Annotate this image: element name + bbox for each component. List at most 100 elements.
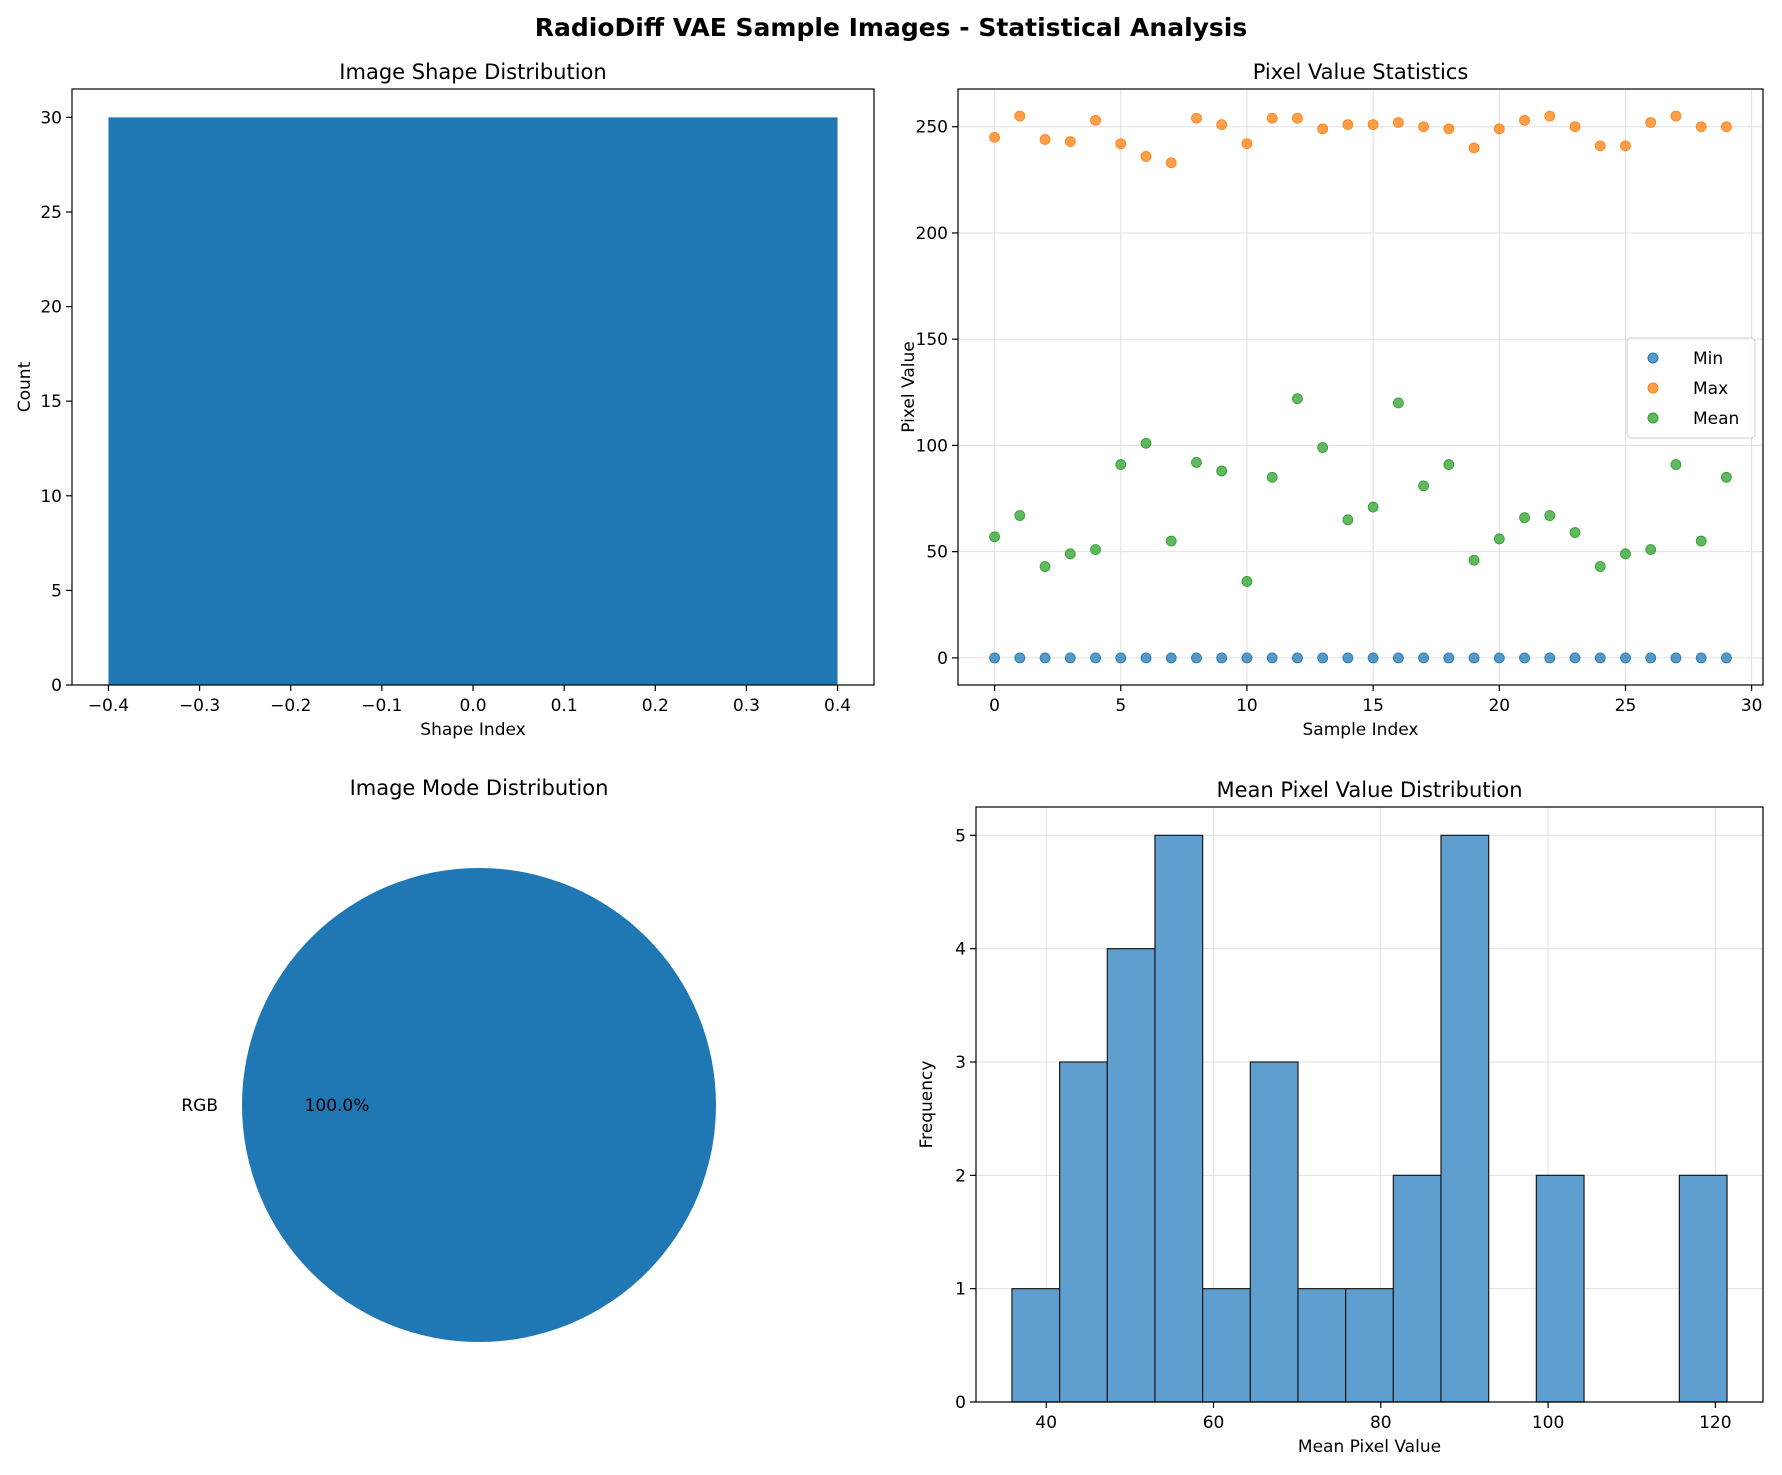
y-tick-label: 0	[937, 649, 948, 669]
x-tick-label: 0.0	[459, 696, 486, 716]
point-max	[1721, 121, 1732, 133]
point-max	[989, 131, 1000, 143]
x-tick-label: 0.1	[551, 696, 578, 716]
x-tick-label: 25	[1615, 696, 1637, 716]
point-mean	[1594, 561, 1606, 572]
hist-bar	[1059, 1061, 1108, 1403]
point-min	[1418, 652, 1429, 664]
point-min	[1670, 652, 1682, 664]
y-tick-label: 5	[955, 826, 966, 846]
hist-bar	[1345, 1288, 1394, 1403]
point-max	[1064, 136, 1076, 147]
pie-label: RGB	[181, 1096, 218, 1116]
x-tick-label: −0.4	[88, 696, 129, 716]
point-min	[1115, 652, 1127, 664]
point-min	[1090, 652, 1101, 664]
point-max	[1519, 114, 1530, 126]
x-axis-label: Sample Index	[1303, 720, 1419, 740]
point-mean	[1721, 471, 1732, 483]
point-max	[1039, 134, 1051, 145]
hist-bar	[1106, 948, 1156, 1403]
point-min	[989, 652, 1000, 664]
legend-marker	[1647, 382, 1659, 394]
point-mean	[1670, 459, 1682, 470]
x-tick-label: 0.3	[733, 696, 760, 716]
point-min	[1493, 652, 1505, 664]
x-tick-label: 0	[989, 696, 1000, 716]
point-mean	[1544, 510, 1556, 521]
y-tick-label: 100	[916, 436, 948, 456]
point-mean	[1392, 397, 1404, 409]
point-max	[1367, 119, 1379, 130]
legend-marker	[1647, 412, 1659, 424]
point-mean	[1140, 437, 1152, 449]
chart-title: Pixel Value Statistics	[1253, 60, 1469, 84]
point-min	[1292, 652, 1303, 664]
y-tick-label: 25	[40, 203, 62, 223]
point-max	[1191, 112, 1202, 124]
point-min	[1367, 652, 1379, 664]
point-min	[1695, 652, 1707, 664]
point-mean	[1367, 501, 1379, 513]
pie-slice	[242, 868, 716, 1342]
y-tick-label: 20	[40, 298, 62, 318]
point-max	[1392, 117, 1404, 128]
point-mean	[1115, 459, 1127, 470]
point-mean	[1317, 442, 1329, 453]
x-tick-label: 0.4	[824, 696, 851, 716]
point-max	[1418, 121, 1429, 133]
point-min	[1620, 652, 1631, 664]
chart-title: Image Shape Distribution	[339, 60, 606, 84]
x-tick-label: −0.3	[179, 696, 220, 716]
point-mean	[1519, 512, 1530, 524]
x-tick-label: 15	[1362, 696, 1384, 716]
hist-bar	[1392, 1174, 1442, 1403]
x-tick-label: 60	[1203, 1413, 1225, 1433]
axes-frame	[957, 88, 1764, 686]
point-mean	[1342, 514, 1354, 526]
x-tick-label: 120	[1699, 1413, 1731, 1433]
point-mean	[1014, 510, 1026, 521]
point-max	[1342, 119, 1354, 130]
point-mean	[1241, 576, 1253, 587]
legend-label: Mean	[1693, 409, 1739, 429]
y-tick-label: 0	[51, 676, 62, 696]
point-mean	[1418, 480, 1429, 492]
point-mean	[1292, 393, 1303, 405]
point-min	[1266, 652, 1278, 664]
pie-percent-label: 100.0%	[305, 1096, 370, 1116]
hist-bar	[1011, 1288, 1061, 1403]
x-tick-label: 10	[1236, 696, 1258, 716]
point-mean	[1165, 535, 1177, 547]
point-max	[1241, 138, 1253, 150]
point-max	[1594, 140, 1606, 152]
point-min	[1039, 652, 1051, 664]
point-min	[1191, 652, 1202, 664]
x-tick-label: 20	[1488, 696, 1510, 716]
point-mean	[1493, 533, 1505, 545]
mean-histogram-panel: 40 60 80 100 120 0 1 2 3 4 5 Mean Pixel Value Distr…	[917, 778, 1764, 1457]
y-tick-label: 50	[926, 543, 948, 563]
point-min	[1342, 652, 1354, 664]
x-tick-label: 40	[1035, 1413, 1057, 1433]
point-max	[1216, 119, 1228, 130]
point-mean	[1468, 554, 1480, 566]
y-tick-label: 30	[40, 108, 62, 128]
x-tick-label: 0.2	[642, 696, 669, 716]
x-tick-label: 5	[1115, 696, 1126, 716]
y-tick-label: 3	[955, 1053, 966, 1073]
point-min	[1519, 652, 1530, 664]
point-min	[1317, 652, 1329, 664]
hist-bar	[1249, 1061, 1299, 1403]
point-mean	[1645, 544, 1657, 555]
x-tick-label: −0.2	[270, 696, 311, 716]
y-tick-label: 5	[51, 581, 62, 601]
bar	[108, 117, 838, 685]
point-max	[1317, 123, 1329, 135]
x-axis-label: Mean Pixel Value	[1298, 1437, 1441, 1457]
point-mean	[1443, 459, 1455, 470]
point-min	[1645, 652, 1657, 664]
point-mean	[1569, 527, 1581, 538]
hist-bar	[1678, 1174, 1728, 1403]
point-min	[1468, 652, 1480, 664]
